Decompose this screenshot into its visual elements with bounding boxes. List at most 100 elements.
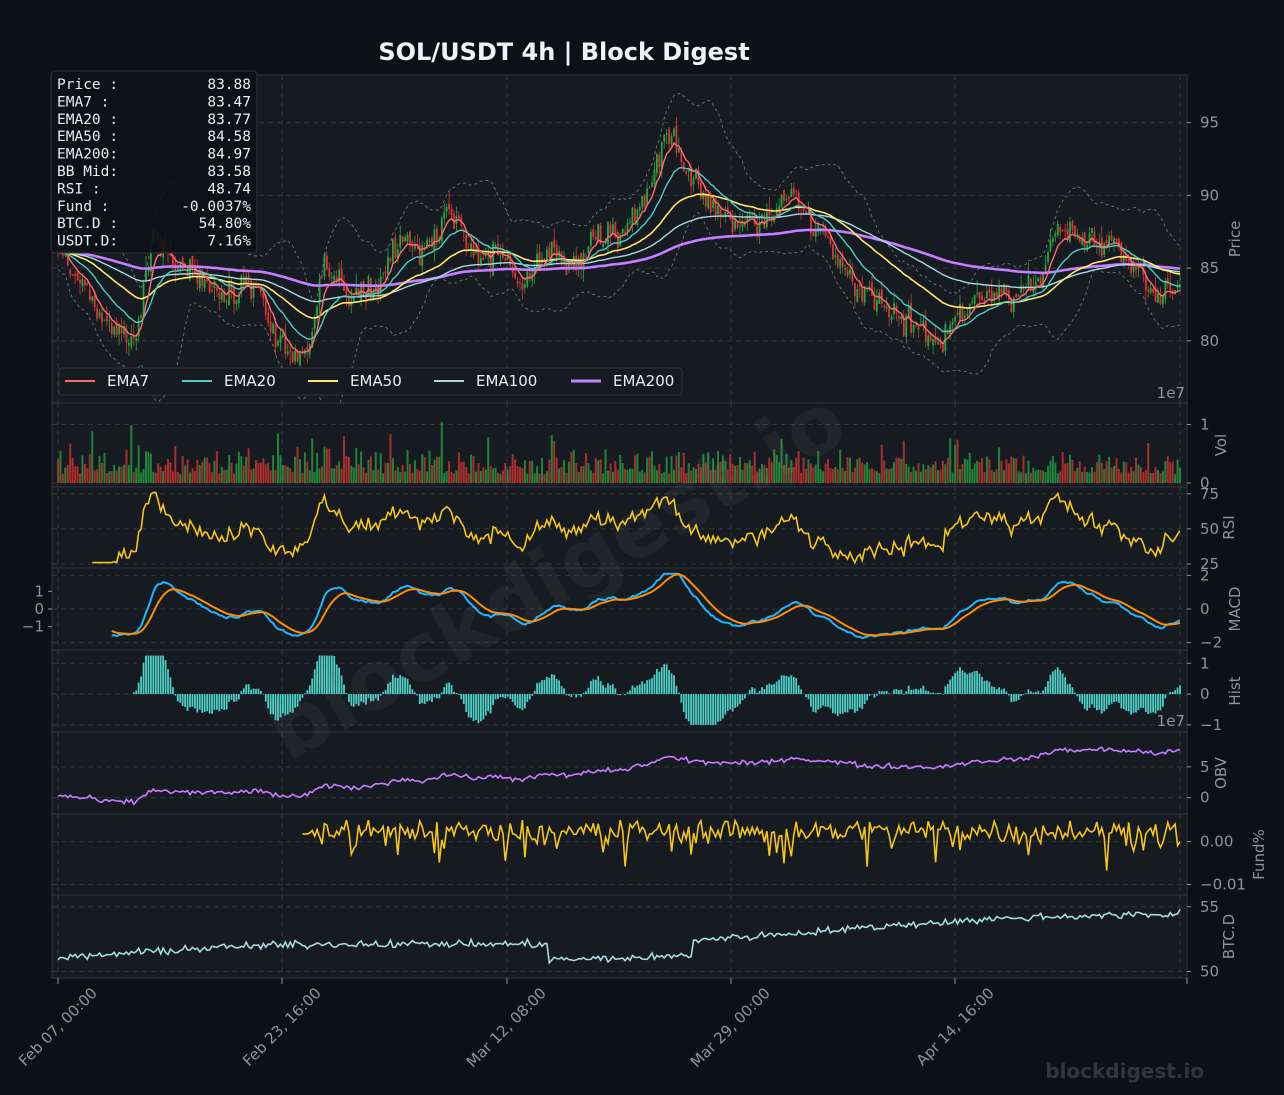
candle-body [269,321,272,332]
hist-bar [790,675,793,695]
candle-body [318,279,321,305]
hist-bar [692,694,695,725]
volume-bar [861,462,864,483]
candle-body [506,254,509,260]
candle-body [355,287,358,296]
candle-body [1103,243,1106,255]
volume-bar [203,457,206,483]
candle-body [780,194,783,208]
candle-body [325,255,328,270]
candle-body [198,269,201,289]
hist-bar [372,694,375,702]
hist-bar [511,694,514,703]
volume-bar [927,465,930,483]
hist-bar [580,694,583,697]
volume-bar [770,462,773,483]
candle-body [973,295,976,304]
candle-body [609,224,612,235]
volume-bar [438,456,441,483]
volume-bar [286,466,289,483]
volume-bar [1076,468,1079,483]
btcd-line [57,908,1181,965]
volume-bar [924,469,927,483]
candle-body [695,168,697,180]
volume-bar [741,469,744,483]
volume-bar [853,467,856,483]
hist-bar [961,670,964,695]
hist-bar [416,694,419,696]
hist-bar [665,664,668,695]
candle-body [1064,230,1067,232]
candle-body [391,238,394,262]
candle-body [543,258,546,262]
volume-bar [347,456,350,483]
hist-bar [492,694,495,705]
candle-body [836,254,839,267]
volume-bar [765,468,768,483]
hist-bar [1098,694,1101,710]
candle-body [338,269,341,282]
hist-bar [453,691,455,695]
volume-bar [966,459,969,483]
hist-bar [399,674,402,695]
volume-bar [152,471,155,483]
volume-bar [250,469,253,483]
volume-bar [834,467,837,483]
volume-bar [800,472,803,483]
volume-bar [729,454,732,483]
volume-bar [335,465,338,483]
candle-body [614,222,617,238]
volume-bar [311,438,314,483]
x-tick-label: Feb 07, 00:00 [15,984,101,1070]
hist-bar [215,694,218,710]
volume-bar [406,450,409,483]
hist-bar [1179,685,1181,695]
hist-bar [1135,694,1137,713]
info-value: -0.0037% [181,199,251,215]
hist-bar [963,672,966,695]
volume-bar [1127,472,1130,483]
volume-bar [626,469,629,483]
volume-bar [849,458,851,483]
volume-bar [932,464,935,483]
hist-bar [780,675,783,695]
candle-body [279,335,282,343]
candle-body [147,269,150,272]
hist-bar [905,691,908,695]
hist-bar [171,687,174,695]
volume-bar [365,472,367,483]
volume-bar [773,449,776,483]
volume-bar [795,457,798,483]
candle-body [1120,242,1123,263]
volume-bar [563,460,565,483]
legend-label-ema20: EMA20 [224,372,276,390]
candle-body [988,289,991,293]
volume-bar [1044,472,1047,483]
hist-bar [274,694,277,721]
candle-body [790,189,793,198]
volume-bar [140,472,143,483]
hist-bar [699,694,702,725]
volume-bar [450,471,453,483]
candle-body [831,244,834,259]
volume-bar [839,449,842,483]
hist-bar [626,692,629,695]
hist-bar [1091,694,1093,705]
hist-bar [438,694,441,699]
volume-bar [1017,471,1020,483]
hist-bar [255,688,257,695]
hist-bar [951,676,954,695]
volume-bar [1166,456,1169,483]
volume-bar [993,471,996,483]
candle-body [59,253,62,255]
volume-bar [802,457,805,483]
hist-bar [648,679,651,695]
candle-body [553,239,556,248]
volume-bar [1139,467,1142,483]
volume-bar [1039,469,1042,483]
volume-bar [519,466,521,483]
candle-body [145,270,147,282]
watermark-corner: blockdigest.io [1045,1059,1204,1083]
candle-body [123,326,125,335]
candle-body [871,282,873,296]
